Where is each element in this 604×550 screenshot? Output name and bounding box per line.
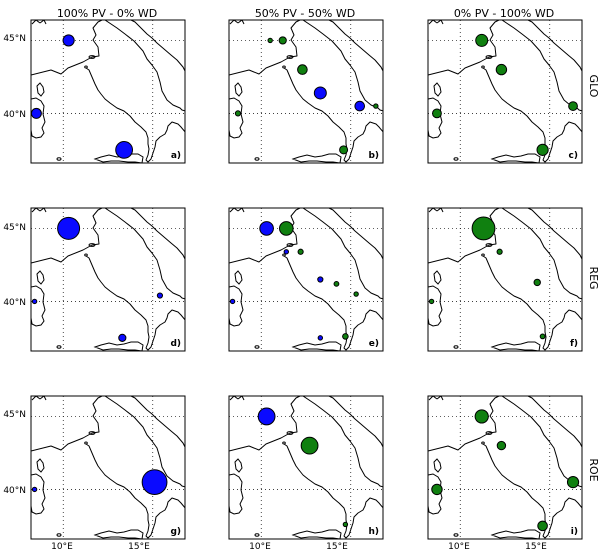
panel-frame	[427, 395, 583, 540]
pv-site-marker	[317, 276, 324, 283]
wind-site-marker	[568, 101, 578, 111]
row-label-roe: ROE	[587, 458, 600, 481]
pv-site-marker	[283, 249, 290, 255]
wind-site-marker	[537, 520, 548, 532]
panel-label-i: i)	[571, 527, 578, 537]
wind-site-marker	[342, 333, 349, 340]
panel-label-c: c)	[569, 151, 578, 161]
lon-tick-10-col2: 10°E	[249, 542, 271, 550]
panel-label-f: f)	[570, 339, 578, 349]
lon-tick-15-col2: 15°E	[326, 542, 348, 550]
coastline	[31, 396, 185, 539]
wind-site-marker	[431, 483, 443, 496]
lon-tick-15-col3: 15°E	[525, 542, 547, 550]
wind-site-marker	[300, 436, 319, 455]
map-panel-h: h)	[228, 395, 384, 540]
panel-frame	[228, 19, 384, 164]
coastline	[428, 20, 582, 163]
coastline	[428, 208, 582, 351]
wind-site-marker	[339, 145, 349, 155]
pv-site-marker	[62, 34, 75, 47]
row-label-glo: GLO	[587, 75, 600, 98]
map-panel-d: d)	[30, 207, 186, 352]
pv-site-marker	[118, 333, 127, 342]
pv-site-marker	[313, 86, 327, 100]
panel-frame	[427, 19, 583, 164]
pv-site-marker	[115, 140, 134, 159]
pv-site-marker	[257, 407, 276, 426]
pv-site-marker	[317, 335, 324, 341]
panel-frame	[228, 207, 384, 352]
pv-site-marker	[57, 216, 81, 240]
column-title-2: 50% PV - 50% WD	[255, 7, 355, 20]
map-panel-g: g)	[30, 395, 186, 540]
pv-site-marker	[156, 292, 164, 299]
pv-site-marker	[31, 486, 38, 493]
wind-site-marker	[373, 103, 379, 109]
row-label-reg: REG	[587, 266, 600, 289]
wind-site-marker	[496, 248, 503, 255]
wind-site-marker	[267, 37, 273, 44]
map-panels: a) b) c) d) e) f) g) h) i)	[30, 19, 583, 540]
pv-site-marker	[31, 298, 38, 305]
wind-site-marker	[234, 110, 242, 117]
wind-site-marker	[278, 36, 287, 45]
lat-tick-40-row2: 40°N	[3, 298, 26, 308]
wind-site-marker	[533, 278, 541, 287]
panel-label-a: a)	[171, 151, 181, 161]
panel-frame	[30, 395, 186, 540]
column-title-1: 100% PV - 0% WD	[57, 7, 157, 20]
lat-tick-45-row2: 45°N	[3, 223, 26, 233]
panel-frame	[30, 19, 186, 164]
panel-label-g: g)	[170, 527, 181, 537]
pv-site-marker	[354, 100, 366, 112]
lon-tick-15-col1: 15°E	[128, 542, 150, 550]
wind-site-marker	[432, 108, 442, 119]
map-panel-c: c)	[427, 19, 583, 164]
map-panel-e: e)	[228, 207, 384, 352]
lat-tick-40-row1: 40°N	[3, 110, 26, 120]
lat-tick-45-row1: 45°N	[3, 34, 26, 44]
wind-site-marker	[475, 33, 489, 47]
lon-tick-10-col3: 10°E	[448, 542, 470, 550]
map-panel-b: b)	[228, 19, 384, 164]
pv-site-marker	[259, 221, 274, 236]
wind-site-marker	[428, 298, 435, 305]
pv-site-marker	[229, 298, 236, 305]
panel-frame	[30, 207, 186, 352]
wind-site-marker	[495, 63, 508, 76]
panel-label-e: e)	[369, 339, 379, 349]
column-title-3: 0% PV - 100% WD	[454, 7, 554, 20]
panel-frame	[228, 395, 384, 540]
lat-tick-45-row3: 45°N	[3, 410, 26, 420]
wind-site-marker	[353, 291, 359, 297]
panel-label-b: b)	[368, 151, 379, 161]
wind-site-marker	[333, 280, 340, 287]
map-panel-f: f)	[427, 207, 583, 352]
pv-site-marker	[141, 469, 168, 495]
wind-site-marker	[474, 409, 489, 424]
coastline	[229, 396, 383, 539]
wind-site-marker	[342, 521, 349, 528]
panel-label-h: h)	[368, 527, 379, 537]
wind-site-marker	[297, 248, 304, 255]
wind-site-marker	[536, 143, 549, 156]
wind-site-marker	[279, 221, 294, 236]
map-panel-i: i)	[427, 395, 583, 540]
lat-tick-40-row3: 40°N	[3, 486, 26, 496]
panel-label-d: d)	[170, 339, 181, 349]
wind-site-marker	[471, 216, 496, 241]
map-panel-a: a)	[30, 19, 186, 164]
lon-tick-10-col1: 10°E	[51, 542, 73, 550]
wind-site-marker	[297, 64, 308, 75]
coastline	[428, 396, 582, 539]
wind-site-marker	[566, 475, 580, 489]
wind-site-marker	[496, 440, 507, 451]
wind-site-marker	[539, 333, 546, 340]
pv-site-marker	[31, 107, 42, 119]
panel-frame	[427, 207, 583, 352]
